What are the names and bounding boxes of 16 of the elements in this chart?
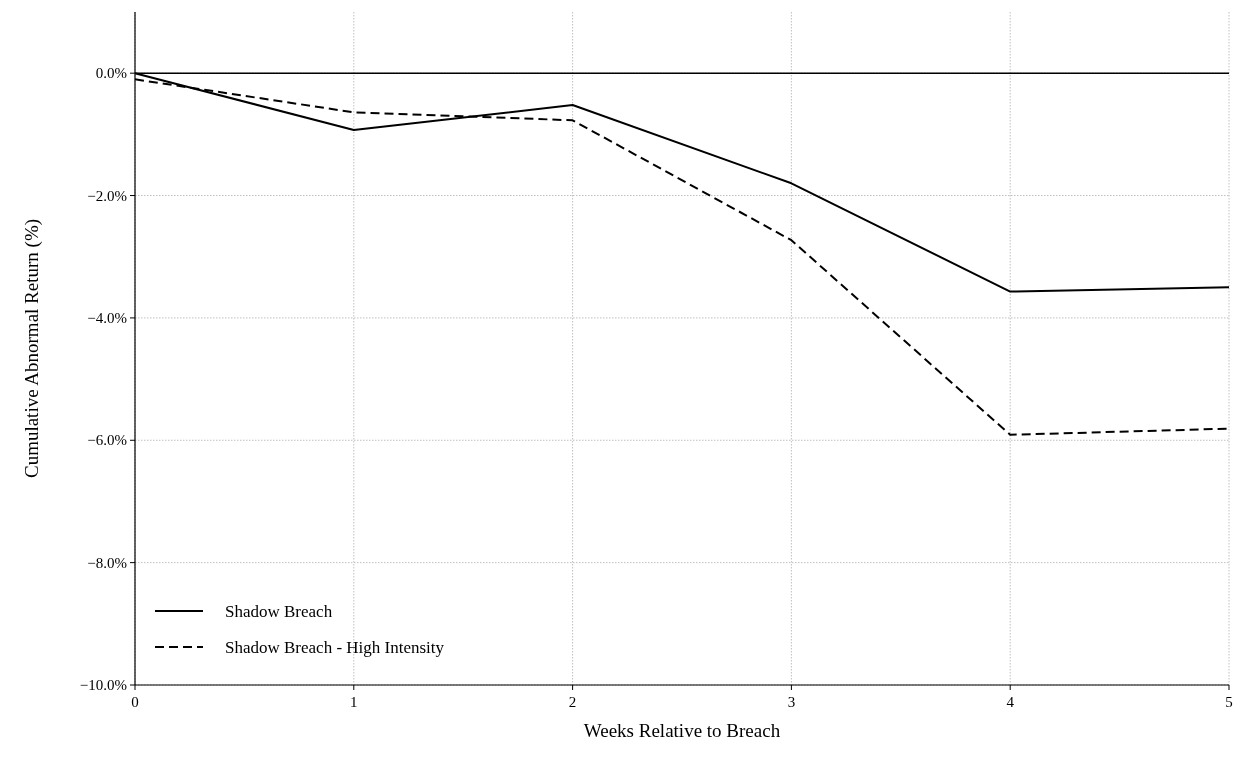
y-tick-label: −8.0% [87,554,127,571]
x-tick-label: 1 [350,694,358,710]
legend-label: Shadow Breach [225,602,333,621]
x-tick-label: 4 [1006,694,1015,710]
x-tick-label: 5 [1225,694,1233,710]
y-tick-label: −6.0% [87,432,127,449]
x-tick-label: 0 [131,694,139,710]
y-tick-label: −10.0% [79,677,127,693]
y-tick-label: −4.0% [87,309,127,326]
x-tick-label: 2 [568,694,577,710]
x-tick-label: 3 [787,694,796,710]
legend-label: Shadow Breach - High Intensity [225,638,445,657]
y-tick-label: 0.0% [95,65,127,82]
x-axis-title: Weeks Relative to Breach [583,720,781,741]
y-axis-title: Cumulative Abnormal Return (%) [21,218,43,479]
y-tick-label: −2.0% [87,187,127,204]
